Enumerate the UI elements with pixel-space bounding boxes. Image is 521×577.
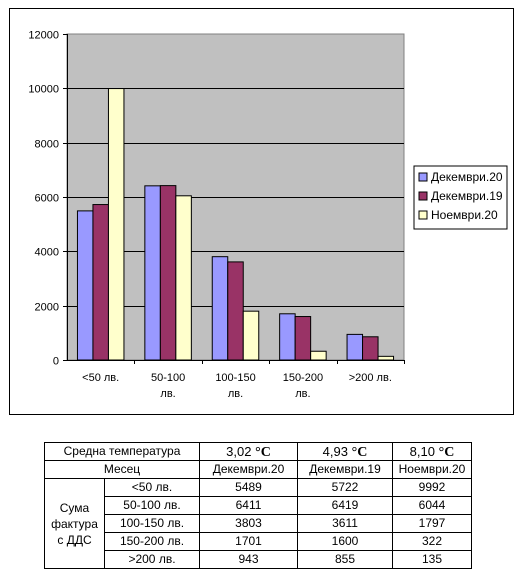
- row-label: <50 лв.: [104, 478, 200, 497]
- table-cell: 9992: [392, 478, 472, 497]
- table-cell: 6411: [199, 496, 298, 515]
- table-row: 50-100 лв. 6411 6419 6044: [45, 496, 472, 515]
- month-row: Месец Декември.20 Декември.19 Ноември.20: [44, 460, 472, 479]
- table-cell: 6419: [297, 496, 393, 515]
- y-tick-label: 12000: [28, 30, 59, 42]
- legend-label: Ноември.20: [431, 208, 498, 222]
- legend-label: Декември.20: [431, 170, 503, 184]
- bar: [310, 350, 327, 361]
- temperature-cell: 3,02 °C: [199, 442, 298, 461]
- bar: [107, 88, 125, 361]
- y-tick-label: 6000: [35, 193, 59, 205]
- table-cell: 943: [199, 550, 298, 569]
- bar: [279, 313, 296, 361]
- table-cell: 855: [297, 550, 393, 569]
- y-tick-label: 0: [53, 356, 59, 368]
- table-row: 150-200 лв. 1701 1600 322: [45, 532, 472, 551]
- bar: [362, 336, 379, 361]
- table-row: 100-150 лв. 3803 3611 1797: [45, 514, 472, 533]
- bar: [211, 256, 229, 361]
- month-cell: Декември.20: [199, 460, 298, 479]
- row-label: >200 лв.: [104, 550, 200, 569]
- y-tick-label: 8000: [35, 139, 59, 151]
- table-cell: 1600: [297, 532, 393, 551]
- bar: [346, 333, 364, 361]
- month-cell: Декември.19: [297, 460, 393, 479]
- table-cell: 6044: [392, 496, 472, 515]
- table-cell: 5489: [199, 478, 298, 497]
- row-label: 50-100 лв.: [104, 496, 200, 515]
- table-cell: 3803: [199, 514, 298, 533]
- data-table: Средна температура 3,02 °C 4,93 °C 8,10 …: [44, 442, 472, 569]
- temperature-label: Средна температура: [44, 442, 200, 461]
- table-cell: 5722: [297, 478, 393, 497]
- bar: [92, 204, 109, 361]
- legend-swatch: [418, 191, 428, 201]
- x-tick-label: 150-200 лв.: [283, 372, 323, 400]
- table-row: >200 лв. 943 855 135: [45, 550, 472, 569]
- temperature-cell: 4,93 °C: [297, 442, 393, 461]
- table-row: Сума фактура с ДДС <50 лв. 5489 5722 999…: [44, 478, 472, 569]
- invoice-sum-label: Сума фактура с ДДС: [44, 478, 105, 569]
- bar: [242, 310, 260, 361]
- table-cell: 322: [392, 532, 472, 551]
- chart-frame: 0 2000 4000 6000 8000 10000 12000 <50 лв. 50-100…: [9, 8, 514, 415]
- bar: [175, 195, 192, 361]
- x-tick-label: 50-100 лв.: [151, 372, 185, 400]
- table-cell: 1701: [199, 532, 298, 551]
- bar-chart: 0 2000 4000 6000 8000 10000 12000 <50 лв. 50-100…: [28, 30, 508, 400]
- x-tick-label: >200 лв.: [349, 372, 392, 384]
- row-label: 100-150 лв.: [104, 514, 200, 533]
- x-tick-label: <50 лв.: [82, 372, 119, 384]
- legend: [413, 165, 508, 230]
- bar: [227, 261, 244, 361]
- temperature-cell: 8,10 °C: [392, 442, 472, 461]
- y-tick-label: 4000: [35, 247, 59, 259]
- table-cell: 3611: [297, 514, 393, 533]
- row-label: 150-200 лв.: [104, 532, 200, 551]
- bar: [377, 355, 395, 361]
- table-cell: 1797: [392, 514, 472, 533]
- table-cell: 135: [392, 550, 472, 569]
- y-tick-label: 2000: [35, 302, 59, 314]
- month-cell: Ноември.20: [392, 460, 472, 479]
- bar: [294, 316, 312, 361]
- legend-swatch: [418, 210, 428, 220]
- x-tick-label: 100-150 лв.: [215, 372, 255, 400]
- bar: [76, 210, 94, 361]
- legend-swatch: [418, 172, 428, 182]
- legend-label: Декември.19: [431, 189, 503, 203]
- bar: [159, 185, 177, 361]
- bar: [144, 185, 161, 361]
- month-label: Месец: [44, 460, 200, 479]
- y-tick-label: 10000: [28, 84, 59, 96]
- temperature-row: Средна температура 3,02 °C 4,93 °C 8,10 …: [44, 442, 472, 461]
